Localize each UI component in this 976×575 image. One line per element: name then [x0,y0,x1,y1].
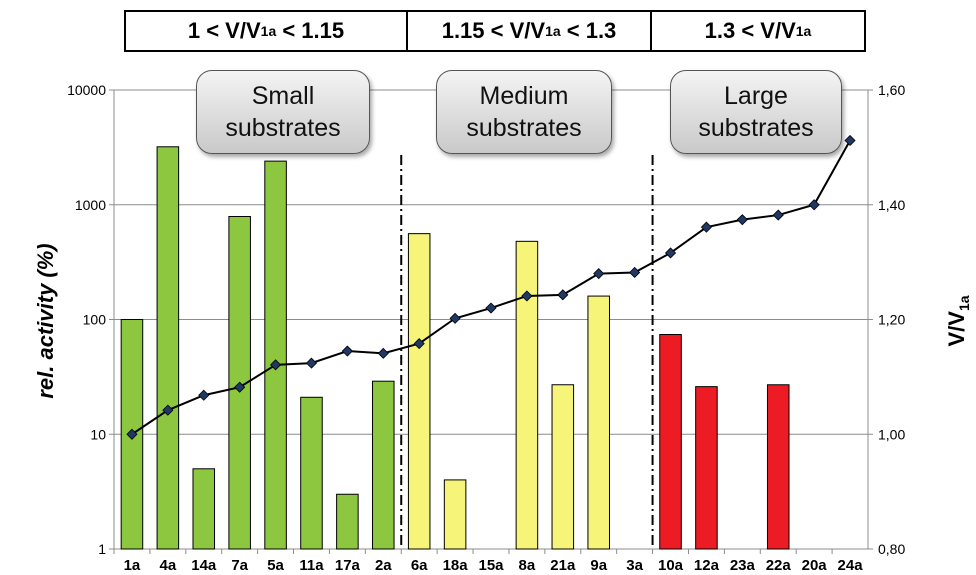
series-marker [126,428,138,440]
y-tick-label-left: 1 [98,541,106,557]
x-tick-label: 2a [375,557,392,574]
x-tick-label: 18a [443,557,469,574]
x-tick-label: 11a [299,557,324,574]
series-marker [772,209,784,221]
y-axis-label-right-sub: 1a [956,295,973,312]
range-label-sub: 1a [260,23,277,39]
y-tick-label-right: 1,40 [878,197,905,213]
x-tick-label: 17a [335,557,361,574]
range-box-medium: 1.15 < V/V 1a < 1.3 [406,10,652,52]
x-tick-label: 22a [766,557,792,574]
y-tick-label-left: 100 [83,312,107,328]
x-tick-label: 1a [124,557,141,574]
x-tick-label: 8a [519,557,536,574]
series-marker [234,381,246,393]
bar [551,384,575,550]
group-label-line: Small [251,82,315,110]
series-marker [700,221,712,233]
bar [695,386,718,550]
x-tick-label: 6a [411,557,428,574]
bar [766,384,790,550]
group-label-medium: Medium substrates [436,70,612,154]
series-marker [341,345,353,357]
series-marker [521,290,533,302]
range-label: < 1.3 [560,18,617,43]
range-label: 1.3 < V/V [704,18,796,43]
range-label: 1 < V/V [187,18,261,43]
range-label: 1.15 < V/V [441,18,546,43]
range-label: < 1.15 [276,18,345,43]
y-tick-label-right: 0,80 [878,541,905,557]
y-tick-label-left: 10 [90,426,106,442]
y-axis-label-right-text: V/V [943,311,969,347]
bar [515,240,539,550]
bar [300,396,323,550]
range-label-sub: 1a [545,23,561,39]
y-tick-label-left: 10000 [67,82,106,98]
x-tick-label: 23a [730,557,756,574]
series-marker [629,266,641,279]
bar [443,479,467,550]
group-label-line: Medium [479,82,569,110]
group-label-line: substrates [225,114,341,142]
series-marker [485,302,497,314]
range-label-sub: 1a [795,23,812,39]
range-box-small: 1 < V/V 1a < 1.15 [124,10,408,52]
x-tick-label: 15a [478,557,504,574]
group-label-line: Large [724,82,788,110]
x-tick-label: 21a [550,557,576,574]
bar [156,146,180,550]
series-marker [449,312,461,324]
x-tick-label: 20a [802,557,828,574]
y-tick-label-left: 1000 [75,197,106,213]
series-marker [377,347,389,359]
group-label-line: substrates [698,114,814,142]
group-label-small: Small substrates [196,70,370,154]
series-marker [844,134,856,147]
series-marker [593,268,605,280]
bar [372,380,395,550]
x-tick-label: 9a [590,557,607,574]
series-marker [557,289,569,301]
series-marker [305,357,318,369]
group-label-large: Large substrates [670,70,842,154]
x-tick-label: 10a [658,557,684,574]
y-axis-label-left: rel. activity (%) [33,243,58,399]
series-marker [162,404,174,416]
x-tick-label: 7a [231,557,248,574]
bar [336,493,359,550]
series-marker [198,389,210,401]
x-tick-label: 24a [838,557,864,574]
series-marker [413,338,425,350]
range-box-large: 1.3 < V/V 1a [650,10,866,52]
bar [192,468,216,550]
series-marker [664,247,677,259]
bar [407,233,431,550]
y-tick-label-right: 1,20 [878,312,905,328]
x-tick-label: 5a [267,557,284,574]
series-marker [808,199,820,211]
x-tick-label: 14a [191,557,217,574]
series-marker [270,359,282,371]
y-tick-label-right: 1,00 [878,426,905,442]
x-tick-label: 3a [626,557,643,574]
x-tick-label: 12a [694,557,720,574]
bar [264,160,287,550]
group-label-line: substrates [466,114,582,142]
bar [659,334,682,550]
y-tick-label-right: 1,60 [878,82,905,98]
x-tick-label: 4a [160,557,177,574]
series-marker [736,214,748,226]
bar [587,295,610,550]
y-axis-label-right: V/V1a [944,295,972,346]
